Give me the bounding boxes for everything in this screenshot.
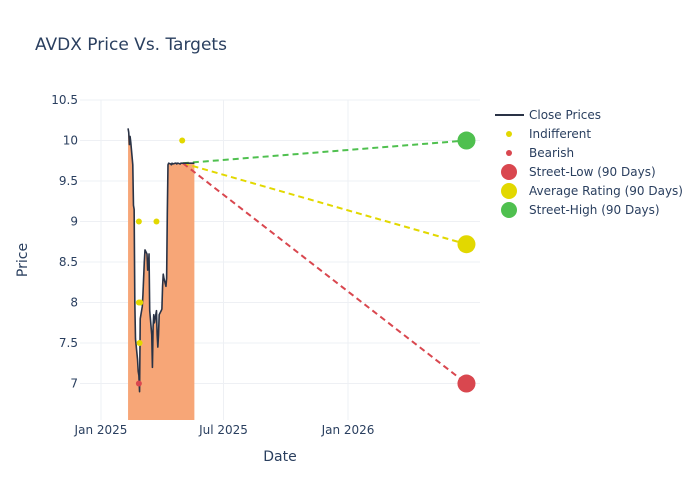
legend-average-swatch: [501, 183, 517, 199]
legend-item-indifferent[interactable]: Indifferent: [506, 127, 591, 141]
indifferent-point[interactable]: [136, 340, 143, 347]
average-target-marker[interactable]: [457, 235, 476, 254]
y-tick-label: 8.5: [59, 255, 78, 269]
indifferent-point[interactable]: [135, 218, 142, 225]
chart-title: AVDX Price Vs. Targets: [35, 35, 227, 55]
legend-street-high-swatch: [501, 202, 517, 218]
target-lines-layer: [182, 131, 476, 393]
y-tick-label: 9.5: [59, 174, 78, 188]
y-tick-label: 7: [70, 377, 78, 391]
street-low-target-line: [182, 162, 468, 385]
legend-item-bearish[interactable]: Bearish: [506, 146, 574, 160]
close-price-line: [127, 128, 195, 393]
y-tick-label: 10: [63, 134, 78, 148]
x-tick-label: Jul 2025: [198, 423, 248, 437]
close-line-layer: [127, 128, 195, 393]
street-high-target-line: [182, 139, 467, 165]
legend-item-street-low[interactable]: Street-Low (90 Days): [501, 164, 656, 180]
legend-street-low-swatch: [501, 164, 517, 180]
street-high-target-marker[interactable]: [457, 131, 476, 150]
legend-item-average[interactable]: Average Rating (90 Days): [501, 183, 683, 199]
y-tick-label: 10.5: [51, 93, 78, 107]
x-tick-label: Jan 2026: [321, 423, 375, 437]
legend[interactable]: Close Prices Indifferent Bearish Street-…: [495, 108, 683, 218]
rating-points-layer: [135, 137, 186, 387]
y-tick-label: 9: [70, 215, 78, 229]
y-tick-label: 8: [70, 296, 78, 310]
indifferent-point[interactable]: [137, 299, 144, 306]
indifferent-point[interactable]: [153, 218, 160, 225]
street-low-target-marker[interactable]: [457, 374, 476, 393]
legend-bearish-label: Bearish: [529, 146, 574, 160]
average-target-line: [182, 162, 467, 246]
legend-street-low-label: Street-Low (90 Days): [529, 165, 656, 179]
y-tick-label: 7.5: [59, 336, 78, 350]
legend-street-high-label: Street-High (90 Days): [529, 203, 660, 217]
legend-indifferent-label: Indifferent: [529, 127, 591, 141]
y-axis-label: Price: [15, 243, 31, 277]
legend-item-street-high[interactable]: Street-High (90 Days): [501, 202, 660, 218]
close-price-area: [128, 128, 195, 420]
legend-item-close[interactable]: Close Prices: [495, 108, 601, 122]
legend-bearish-swatch: [506, 150, 512, 156]
indifferent-point[interactable]: [179, 137, 186, 144]
x-axis-label: Date: [263, 449, 296, 465]
tick-label-layer: 7 7.5 8 8.5 9 9.5 10 10.5 Jan 2025 Jul 2025 Jan 20…: [51, 93, 374, 437]
close-area-layer: [128, 128, 195, 420]
bearish-point[interactable]: [135, 380, 142, 387]
legend-close-label: Close Prices: [529, 108, 601, 122]
x-tick-label: Jan 2025: [74, 423, 128, 437]
legend-average-label: Average Rating (90 Days): [529, 184, 683, 198]
legend-indifferent-swatch: [506, 131, 512, 137]
